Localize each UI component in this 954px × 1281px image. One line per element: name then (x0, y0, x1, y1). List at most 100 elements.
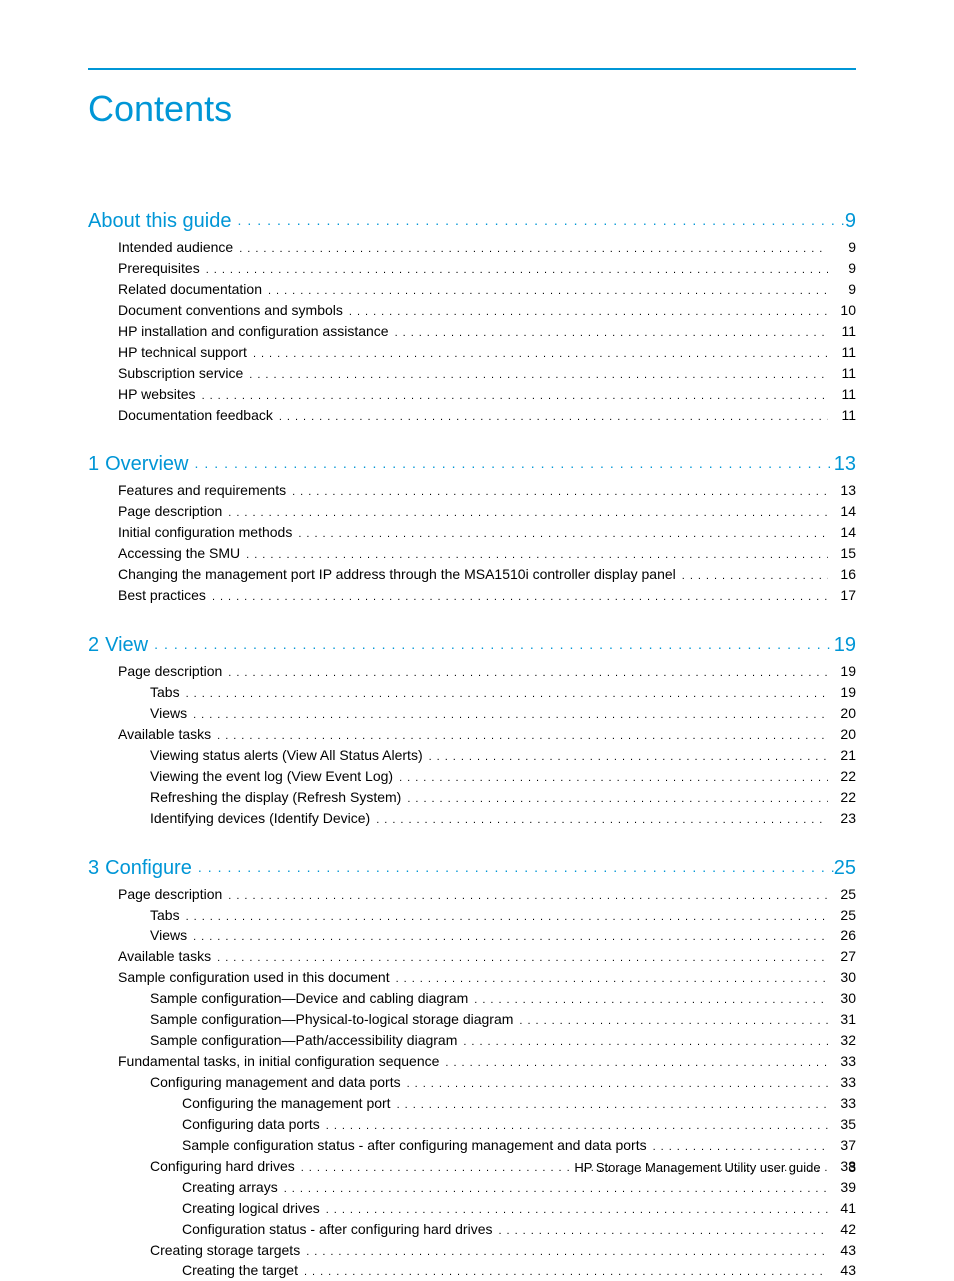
toc-entry-page: 16 (828, 564, 856, 584)
toc-entry[interactable]: Accessing the SMU.......................… (88, 543, 856, 564)
toc-entry[interactable]: HP technical support....................… (88, 342, 856, 363)
toc-entry-label: Configuring hard drives (150, 1156, 295, 1176)
toc-entry-label: Prerequisites (118, 258, 200, 278)
toc-entry[interactable]: Views...................................… (88, 703, 856, 724)
toc-entry[interactable]: Page description........................… (88, 884, 856, 905)
leader-dots: ........................................… (180, 910, 828, 926)
toc-entry-label: Tabs (150, 682, 180, 702)
toc-section: 1Overview...............................… (88, 453, 856, 606)
leader-dots: ........................................… (222, 506, 828, 522)
toc-entry[interactable]: Configuration status - after configuring… (88, 1219, 856, 1240)
toc-entry-label: Configuring the management port (182, 1093, 391, 1113)
toc-entry[interactable]: Sample configuration—Physical-to-logical… (88, 1009, 856, 1030)
toc-entry[interactable]: Sample configuration status - after conf… (88, 1135, 856, 1156)
toc-entry[interactable]: Intended audience.......................… (88, 237, 856, 258)
toc-entry[interactable]: Sample configuration—Device and cabling … (88, 988, 856, 1009)
toc-entry-label: Page description (118, 884, 222, 904)
toc-entry[interactable]: Initial configuration methods...........… (88, 522, 856, 543)
leader-dots: ........................................… (676, 569, 828, 585)
toc-entry-label: Creating the target (182, 1260, 298, 1280)
toc-entry[interactable]: Creating arrays.........................… (88, 1177, 856, 1198)
leader-dots: ........................................… (343, 305, 828, 321)
toc-entry-page: 37 (828, 1135, 856, 1155)
toc-entry[interactable]: Configuring management and data ports...… (88, 1072, 856, 1093)
toc-entry-page: 22 (828, 787, 856, 807)
toc-section-heading[interactable]: 2View...................................… (88, 634, 856, 657)
toc-entry-label: Refreshing the display (Refresh System) (150, 787, 401, 807)
toc-entry[interactable]: Configuring data ports..................… (88, 1114, 856, 1135)
toc-entry[interactable]: Fundamental tasks, in initial configurat… (88, 1051, 856, 1072)
toc-entry[interactable]: Features and requirements...............… (88, 480, 856, 501)
toc-entry-page: 9 (828, 237, 856, 257)
toc-entry-label: Tabs (150, 905, 180, 925)
toc-entry[interactable]: Creating storage targets................… (88, 1240, 856, 1261)
toc-entry[interactable]: Views...................................… (88, 925, 856, 946)
section-title: Overview (105, 453, 188, 476)
leader-dots: ........................................… (423, 750, 828, 766)
table-of-contents: About this guide........................… (88, 210, 856, 1281)
toc-entry-label: Sample configuration—Device and cabling … (150, 988, 468, 1008)
toc-entry-page: 11 (828, 405, 856, 425)
section-number: 2 (88, 634, 99, 657)
toc-entry[interactable]: Configuring the management port.........… (88, 1093, 856, 1114)
toc-entry[interactable]: Best practices..........................… (88, 585, 856, 606)
toc-section: 3Configure..............................… (88, 857, 856, 1281)
toc-entry[interactable]: Prerequisites...........................… (88, 258, 856, 279)
toc-entry[interactable]: Identifying devices (Identify Device)...… (88, 808, 856, 829)
toc-entry-label: Views (150, 703, 187, 723)
toc-section-heading[interactable]: 3Configure..............................… (88, 857, 856, 880)
toc-entry-label: Available tasks (118, 946, 211, 966)
toc-entry-page: 15 (828, 543, 856, 563)
toc-entry-page: 23 (828, 808, 856, 828)
leader-dots: ........................................… (390, 972, 828, 988)
toc-entry[interactable]: Available tasks.........................… (88, 946, 856, 967)
toc-entry[interactable]: Viewing status alerts (View All Status A… (88, 745, 856, 766)
toc-section-heading[interactable]: 1Overview...............................… (88, 453, 856, 476)
toc-entry[interactable]: Document conventions and symbols........… (88, 300, 856, 321)
document-page: Contents About this guide...............… (0, 0, 954, 1281)
toc-entry-label: Available tasks (118, 724, 211, 744)
toc-entry[interactable]: Tabs....................................… (88, 905, 856, 926)
toc-entry-page: 14 (828, 522, 856, 542)
toc-entry[interactable]: Sample configuration used in this docume… (88, 967, 856, 988)
toc-entry[interactable]: Refreshing the display (Refresh System).… (88, 787, 856, 808)
toc-entry-label: Creating logical drives (182, 1198, 320, 1218)
toc-entry-page: 11 (828, 342, 856, 362)
toc-entry-label: Subscription service (118, 363, 243, 383)
leader-dots: ........................................… (457, 1035, 828, 1051)
toc-entry[interactable]: Creating the target.....................… (88, 1260, 856, 1281)
toc-entry[interactable]: Page description........................… (88, 661, 856, 682)
toc-entry-page: 33 (828, 1072, 856, 1092)
toc-entry[interactable]: Page description........................… (88, 501, 856, 522)
toc-entry[interactable]: Creating logical drives.................… (88, 1198, 856, 1219)
toc-entry-page: 42 (828, 1219, 856, 1239)
toc-entry[interactable]: Subscription service....................… (88, 363, 856, 384)
toc-entry-label: Sample configuration—Physical-to-logical… (150, 1009, 513, 1029)
toc-entry[interactable]: HP installation and configuration assist… (88, 321, 856, 342)
toc-entry[interactable]: Documentation feedback..................… (88, 405, 856, 426)
leader-dots: ........................................… (231, 212, 844, 228)
toc-entry[interactable]: Related documentation...................… (88, 279, 856, 300)
toc-entry-label: Creating arrays (182, 1177, 278, 1197)
toc-entry-page: 43 (828, 1260, 856, 1280)
toc-section-heading[interactable]: About this guide........................… (88, 210, 856, 233)
toc-entry-page: 20 (828, 703, 856, 723)
toc-entry-page: 30 (828, 967, 856, 987)
toc-entry[interactable]: Changing the management port IP address … (88, 564, 856, 585)
toc-entry-label: HP websites (118, 384, 196, 404)
toc-entry[interactable]: Viewing the event log (View Event Log)..… (88, 766, 856, 787)
toc-entry-page: 25 (828, 884, 856, 904)
toc-entry[interactable]: Sample configuration—Path/accessibility … (88, 1030, 856, 1051)
leader-dots: ........................................… (180, 687, 828, 703)
toc-entry-page: 9 (828, 258, 856, 278)
toc-entry[interactable]: Available tasks.........................… (88, 724, 856, 745)
section-page: 13 (834, 453, 856, 476)
toc-entry[interactable]: HP websites.............................… (88, 384, 856, 405)
leader-dots: ........................................… (468, 993, 828, 1009)
toc-entry[interactable]: Tabs....................................… (88, 682, 856, 703)
toc-entry-page: 43 (828, 1240, 856, 1260)
page-title: Contents (88, 88, 856, 130)
toc-entry-page: 19 (828, 661, 856, 681)
toc-entry-label: Sample configuration status - after conf… (182, 1135, 647, 1155)
toc-entry-label: Viewing status alerts (View All Status A… (150, 745, 423, 765)
